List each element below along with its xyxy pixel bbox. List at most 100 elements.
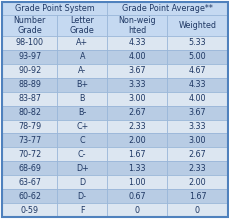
Bar [107, 189, 166, 203]
Text: 2.00: 2.00 [128, 136, 145, 145]
Bar [2, 133, 57, 147]
Text: 3.33: 3.33 [188, 122, 205, 131]
Bar [2, 175, 57, 189]
Bar [57, 64, 107, 78]
Bar [166, 78, 227, 92]
Bar [107, 78, 166, 92]
Bar [166, 50, 227, 64]
Bar [57, 78, 107, 92]
Text: 0: 0 [194, 206, 199, 215]
Bar [57, 203, 107, 217]
Bar [2, 15, 57, 36]
Bar [107, 120, 166, 133]
Bar [166, 106, 227, 120]
Text: 73-77: 73-77 [18, 136, 41, 145]
Text: 4.33: 4.33 [188, 80, 205, 89]
Text: 3.00: 3.00 [188, 136, 205, 145]
Bar [2, 189, 57, 203]
Bar [107, 92, 166, 106]
Bar [57, 147, 107, 161]
Text: A: A [79, 52, 85, 61]
Bar [2, 120, 57, 133]
Text: 78-79: 78-79 [18, 122, 41, 131]
Bar [166, 92, 227, 106]
Text: Weighted: Weighted [178, 21, 215, 30]
Bar [2, 106, 57, 120]
Text: Letter
Grade: Letter Grade [70, 16, 94, 35]
Bar [2, 92, 57, 106]
Text: 0.67: 0.67 [128, 192, 145, 201]
Text: Non-weig
hted: Non-weig hted [118, 16, 155, 35]
Bar [2, 161, 57, 175]
Bar [107, 147, 166, 161]
Bar [57, 120, 107, 133]
Bar [2, 64, 57, 78]
Text: Number
Grade: Number Grade [14, 16, 46, 35]
Bar [107, 203, 166, 217]
Text: 63-67: 63-67 [18, 178, 41, 187]
Text: B: B [79, 94, 85, 103]
Text: 93-97: 93-97 [18, 52, 41, 61]
Bar [107, 2, 227, 15]
Text: 98-100: 98-100 [16, 39, 44, 48]
Bar [166, 133, 227, 147]
Bar [166, 189, 227, 203]
Bar [57, 36, 107, 50]
Bar [107, 175, 166, 189]
Text: 4.67: 4.67 [188, 66, 205, 75]
Bar [107, 15, 166, 36]
Text: 2.00: 2.00 [188, 178, 205, 187]
Bar [2, 203, 57, 217]
Text: C-: C- [78, 150, 86, 159]
Text: 4.00: 4.00 [188, 94, 205, 103]
Text: A+: A+ [76, 39, 88, 48]
Bar [57, 92, 107, 106]
Text: 88-89: 88-89 [18, 80, 41, 89]
Text: 0-59: 0-59 [21, 206, 38, 215]
Text: C+: C+ [76, 122, 88, 131]
Text: 2.33: 2.33 [128, 122, 145, 131]
Text: F: F [80, 206, 84, 215]
Bar [57, 175, 107, 189]
Bar [57, 106, 107, 120]
Bar [166, 147, 227, 161]
Text: 2.33: 2.33 [188, 164, 205, 173]
Bar [2, 78, 57, 92]
Text: 3.33: 3.33 [128, 80, 145, 89]
Text: 1.67: 1.67 [128, 150, 145, 159]
Text: 3.67: 3.67 [128, 66, 145, 75]
Bar [166, 203, 227, 217]
Bar [57, 161, 107, 175]
Text: 1.00: 1.00 [128, 178, 145, 187]
Text: D-: D- [77, 192, 86, 201]
Bar [57, 133, 107, 147]
Bar [166, 120, 227, 133]
Text: 3.67: 3.67 [188, 108, 205, 117]
Text: C: C [79, 136, 85, 145]
Bar [107, 64, 166, 78]
Text: 90-92: 90-92 [18, 66, 41, 75]
Text: D: D [79, 178, 85, 187]
Text: 5.00: 5.00 [188, 52, 205, 61]
Text: 1.67: 1.67 [188, 192, 205, 201]
Bar [57, 50, 107, 64]
Bar [2, 2, 107, 15]
Bar [107, 106, 166, 120]
Bar [107, 50, 166, 64]
Text: B-: B- [78, 108, 86, 117]
Bar [166, 36, 227, 50]
Bar [57, 15, 107, 36]
Text: 0: 0 [134, 206, 139, 215]
Text: 3.00: 3.00 [128, 94, 145, 103]
Text: 80-82: 80-82 [18, 108, 41, 117]
Text: 4.33: 4.33 [128, 39, 145, 48]
Text: B+: B+ [76, 80, 88, 89]
Bar [2, 147, 57, 161]
Text: Grade Point Average**: Grade Point Average** [122, 4, 212, 13]
Bar [2, 36, 57, 50]
Text: 2.67: 2.67 [128, 108, 145, 117]
Text: Grade Point System: Grade Point System [15, 4, 94, 13]
Text: 60-62: 60-62 [18, 192, 41, 201]
Text: D+: D+ [76, 164, 88, 173]
Text: 68-69: 68-69 [18, 164, 41, 173]
